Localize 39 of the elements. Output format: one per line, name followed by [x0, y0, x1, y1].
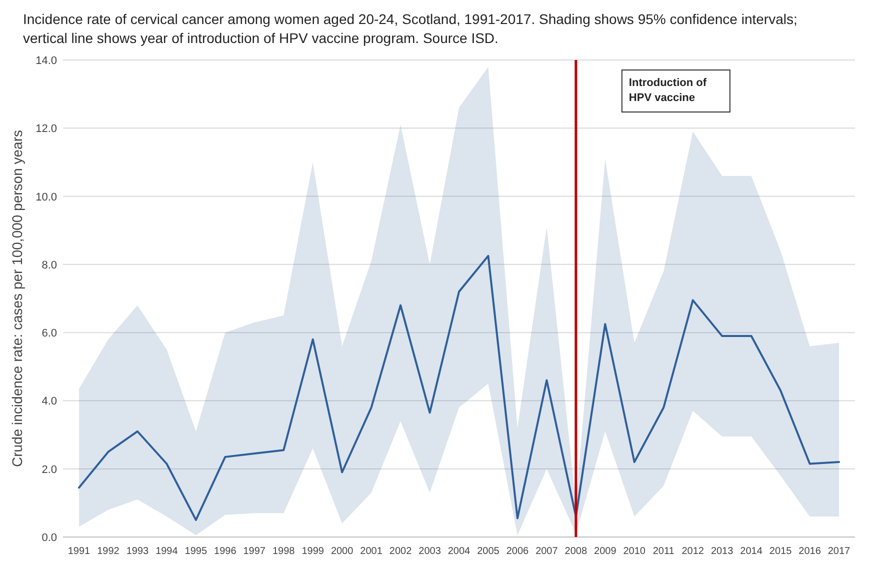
x-tick-label: 1993: [126, 546, 150, 557]
y-tick-label: 4.0: [42, 396, 57, 408]
x-tick-label: 2010: [623, 546, 646, 557]
x-tick-label: 1999: [302, 546, 324, 557]
y-tick-label: 10.0: [36, 191, 57, 204]
x-tick-label: 1991: [68, 546, 91, 557]
x-tick-label: 1997: [243, 546, 266, 557]
line-series: [78, 254, 840, 521]
x-tick-label: 2001: [360, 546, 383, 557]
x-tick-label: 2007: [536, 546, 558, 557]
x-tick-label: 1992: [97, 546, 120, 557]
x-tick-label: 2014: [740, 546, 763, 557]
x-tick-label: 1995: [184, 546, 208, 557]
x-tick-label: 2000: [330, 546, 354, 557]
y-tick-label: 14.0: [36, 55, 57, 67]
y-tick-label: 2.0: [42, 464, 57, 476]
x-tick-label: 2017: [828, 546, 851, 557]
x-tick-label: 2008: [564, 546, 588, 557]
y-tick-label: 12.0: [36, 123, 57, 136]
x-tick-label: 1996: [214, 546, 237, 557]
x-tick-label: 1994: [156, 546, 178, 557]
x-tick-label: 2013: [710, 546, 734, 557]
y-tick-label: 8.0: [42, 259, 57, 272]
x-tick-label: 2016: [798, 546, 822, 557]
chart-title: Incidence rate of cervical cancer among women aged 20-24, Scotland, 1991-2017. Shading shows 95% confidence intervals; vertical line shows year of introduction of HPV vaccine program. Source ISD.: [23, 11, 798, 46]
x-tick-label: 2005: [477, 546, 500, 557]
y-tick-label: 6.0: [42, 328, 57, 340]
x-tick-label: 2012: [682, 546, 704, 557]
x-tick-label: 2004: [448, 546, 471, 557]
x-tick-label: 2011: [652, 546, 675, 557]
x-tick-label: 2002: [389, 546, 412, 557]
y-tick-label: 0.0: [42, 532, 57, 544]
x-tick-label: 1998: [272, 546, 296, 557]
x-tick-label: 2006: [506, 546, 530, 557]
x-tick-label: 2009: [594, 546, 617, 557]
y-axis-title: Crude incidence rate: cases per 100,000 person years: [9, 130, 25, 467]
x-tick-label: 2015: [769, 546, 792, 557]
x-tick-label: 2003: [418, 546, 442, 557]
annotation: Introduction of HPV vaccine: [628, 77, 707, 104]
